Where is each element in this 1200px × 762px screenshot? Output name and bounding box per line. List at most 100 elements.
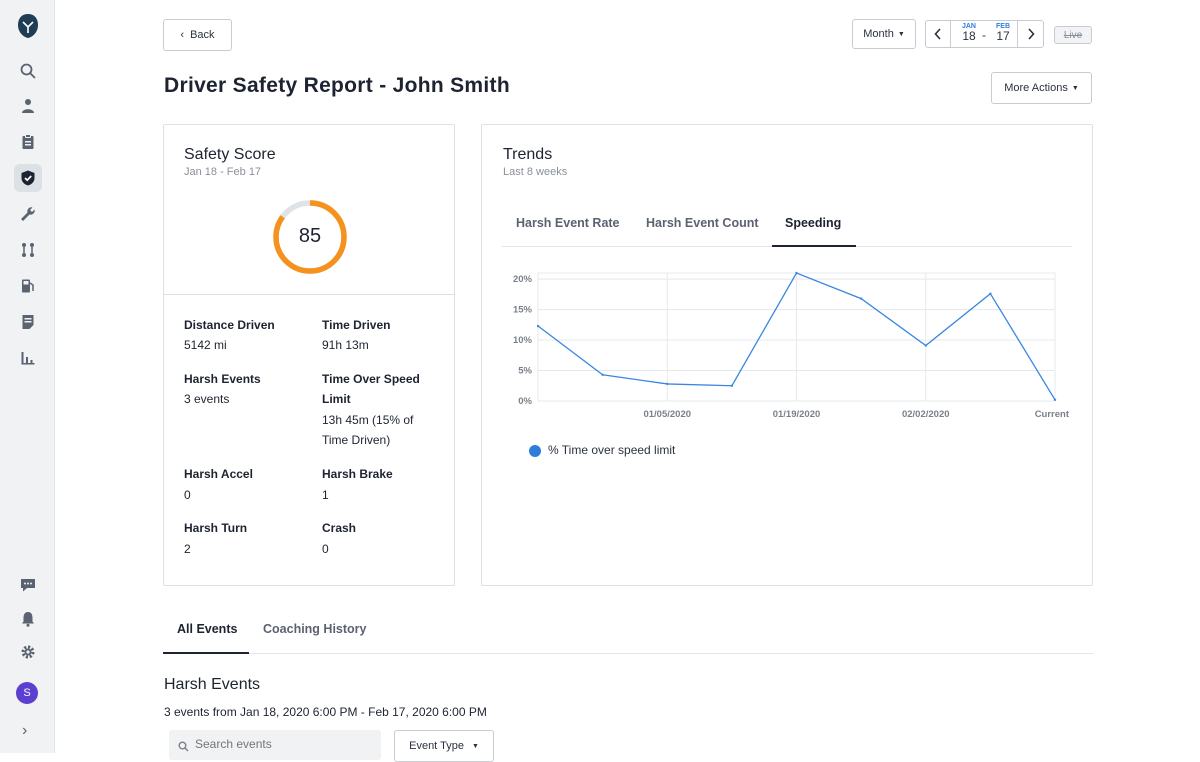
x-tick-label: 02/02/2020 — [902, 409, 950, 420]
harsh-brake-label: Harsh Brake — [322, 467, 393, 481]
period-dropdown[interactable]: Month ▼ — [852, 19, 916, 49]
distance-driven-value: 5142 mi — [184, 338, 227, 352]
caret-down-icon: ▼ — [471, 742, 479, 750]
score-gauge — [273, 200, 347, 274]
legend-dot — [529, 445, 541, 457]
y-tick-label: 5% — [518, 366, 532, 377]
date-end-day: 17 — [996, 29, 1010, 43]
score-gauge-arc — [273, 200, 347, 274]
divider — [164, 294, 454, 295]
fuel-icon[interactable] — [14, 272, 42, 300]
safety-score-card: Safety Score Jan 18 - Feb 17 85 Distance… — [163, 124, 455, 586]
harsh-events-heading: Harsh Events — [164, 676, 261, 693]
tab-speeding[interactable]: Speeding — [785, 216, 842, 230]
y-tick-label: 10% — [513, 335, 533, 346]
x-tick-label: Current — [1035, 409, 1070, 420]
tab-all-events[interactable]: All Events — [177, 622, 238, 636]
date-separator: - — [982, 28, 986, 42]
data-point — [989, 292, 992, 295]
search-events-field[interactable] — [169, 730, 381, 760]
next-period-button[interactable] — [1017, 20, 1044, 48]
time-over-speed-value: 13h 45m (15% of Time Driven) — [322, 413, 414, 447]
back-button[interactable]: ‹ Back — [163, 19, 232, 51]
harsh-accel-value: 0 — [184, 488, 191, 502]
search-events-input[interactable] — [195, 737, 365, 751]
harsh-turn-value: 2 — [184, 542, 191, 556]
date-start-day: 18 — [962, 29, 976, 43]
tab-harsh-event-count[interactable]: Harsh Event Count — [646, 216, 759, 230]
chart-icon[interactable] — [14, 344, 42, 372]
routes-icon[interactable] — [14, 236, 42, 264]
back-label: Back — [190, 29, 215, 41]
data-point — [601, 373, 604, 376]
event-type-label: Event Type — [409, 740, 464, 752]
y-tick-label: 0% — [518, 396, 532, 407]
harsh-accel-label: Harsh Accel — [184, 467, 253, 481]
chevron-left-icon — [934, 28, 941, 40]
safety-score-title: Safety Score — [184, 146, 276, 163]
data-point — [795, 271, 798, 275]
x-tick-label: 01/19/2020 — [773, 409, 821, 420]
crash-label: Crash — [322, 521, 357, 535]
chevron-left-icon: ‹ — [180, 29, 185, 41]
time-driven-value: 91h 13m — [322, 338, 369, 352]
date-range-picker[interactable]: JAN 18 - FEB 17 — [950, 20, 1018, 48]
trends-subtitle: Last 8 weeks — [503, 166, 568, 178]
chart-grid — [537, 272, 1056, 402]
harsh-events-label: Harsh Events — [184, 372, 261, 386]
gear-icon[interactable] — [14, 638, 42, 666]
y-axis-ticks: 20% 15% 10% 5% 0% — [513, 274, 533, 407]
data-point — [1053, 398, 1057, 401]
driver-icon[interactable] — [14, 92, 42, 120]
harsh-turn-label: Harsh Turn — [184, 521, 248, 535]
more-actions-label: More Actions — [1004, 82, 1068, 94]
x-tick-label: 01/05/2020 — [643, 409, 691, 420]
active-tab-indicator — [772, 245, 856, 247]
trends-title: Trends — [503, 146, 553, 163]
expand-sidebar-icon[interactable]: › — [22, 722, 28, 739]
safety-score-value: 85 — [298, 225, 322, 247]
shield-icon[interactable] — [14, 164, 42, 192]
time-over-speed-label: Time Over Speed Limit — [322, 372, 420, 406]
data-point — [730, 384, 734, 387]
safety-score-range: Jan 18 - Feb 17 — [184, 166, 262, 178]
time-driven-label: Time Driven — [322, 318, 391, 332]
trends-card: Trends Last 8 weeks Harsh Event Rate Har… — [481, 124, 1093, 586]
logo-icon[interactable] — [17, 13, 39, 39]
date-end-month: FEB — [996, 23, 1010, 30]
search-icon[interactable] — [14, 57, 42, 85]
events-active-tab-indicator — [163, 652, 249, 654]
harsh-events-value: 3 events — [184, 392, 230, 406]
caret-down-icon: ▼ — [897, 30, 905, 38]
bell-icon[interactable] — [14, 605, 42, 633]
y-tick-label: 20% — [513, 274, 533, 285]
y-tick-label: 15% — [513, 305, 533, 316]
document-icon[interactable] — [14, 308, 42, 336]
clipboard-icon[interactable] — [14, 128, 42, 156]
avatar[interactable]: S — [16, 682, 38, 704]
prev-period-button[interactable] — [925, 20, 951, 48]
more-actions-button[interactable]: More Actions ▼ — [991, 72, 1092, 104]
series-points — [536, 271, 1057, 401]
tab-harsh-event-rate[interactable]: Harsh Event Rate — [516, 216, 620, 230]
page-title: Driver Safety Report - John Smith — [164, 74, 510, 97]
wrench-icon[interactable] — [14, 200, 42, 228]
period-label: Month — [863, 28, 894, 40]
sidebar: S › — [0, 0, 55, 753]
harsh-brake-value: 1 — [322, 488, 329, 502]
crash-value: 0 — [322, 542, 329, 556]
search-icon — [178, 741, 189, 752]
event-type-dropdown[interactable]: Event Type ▼ — [394, 730, 494, 762]
data-point — [666, 382, 669, 386]
events-tabs-divider — [163, 653, 1093, 654]
live-button[interactable]: Live — [1054, 26, 1092, 44]
date-start-month: JAN — [961, 23, 976, 30]
distance-driven-label: Distance Driven — [184, 318, 275, 332]
data-point — [536, 324, 540, 328]
tab-coaching-history[interactable]: Coaching History — [263, 622, 367, 636]
data-point — [859, 297, 863, 300]
x-axis-ticks: 01/05/2020 01/19/2020 02/02/2020 Current — [643, 409, 1069, 420]
speeding-line-chart: 20% 15% 10% 5% 0% 01/05/2020 01/19/2020 02/02/… — [513, 271, 1070, 420]
chat-icon[interactable] — [14, 571, 42, 599]
harsh-events-summary: 3 events from Jan 18, 2020 6:00 PM - Feb… — [164, 705, 487, 719]
